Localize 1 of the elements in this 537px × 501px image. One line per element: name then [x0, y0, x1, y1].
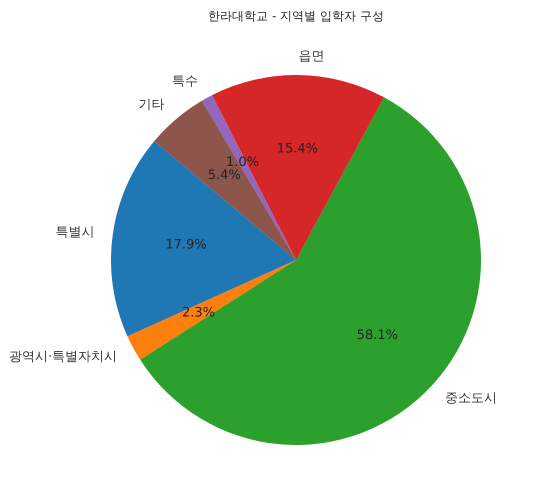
title: 한라대학교 - 지역별 입학자 구성 — [208, 9, 384, 23]
